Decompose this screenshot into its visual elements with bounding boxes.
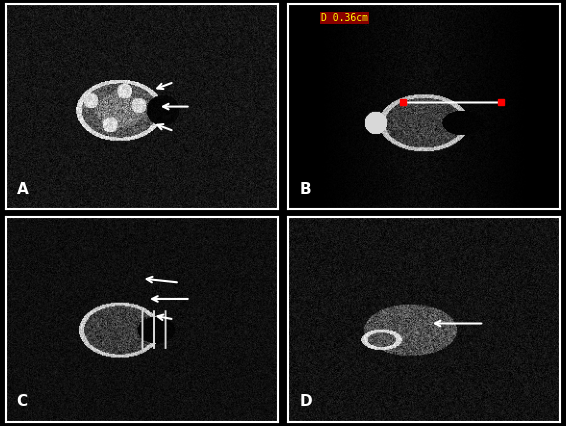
Text: C: C xyxy=(16,394,28,409)
Text: B: B xyxy=(299,181,311,197)
Text: A: A xyxy=(16,181,28,197)
Text: D 0.36cm: D 0.36cm xyxy=(321,13,368,23)
Text: D: D xyxy=(299,394,312,409)
